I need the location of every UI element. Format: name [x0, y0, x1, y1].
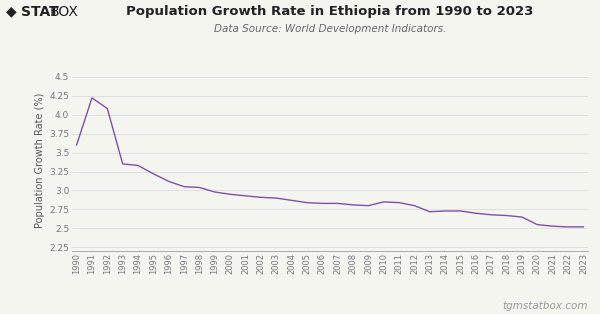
Text: BOX: BOX: [49, 5, 78, 19]
Text: STAT: STAT: [21, 5, 59, 19]
Y-axis label: Population Growth Rate (%): Population Growth Rate (%): [35, 92, 45, 228]
Text: Data Source: World Development Indicators.: Data Source: World Development Indicator…: [214, 24, 446, 34]
Text: Population Growth Rate in Ethiopia from 1990 to 2023: Population Growth Rate in Ethiopia from …: [127, 5, 533, 18]
Text: tgmstatbox.com: tgmstatbox.com: [503, 301, 588, 311]
Text: ◆: ◆: [6, 5, 22, 19]
